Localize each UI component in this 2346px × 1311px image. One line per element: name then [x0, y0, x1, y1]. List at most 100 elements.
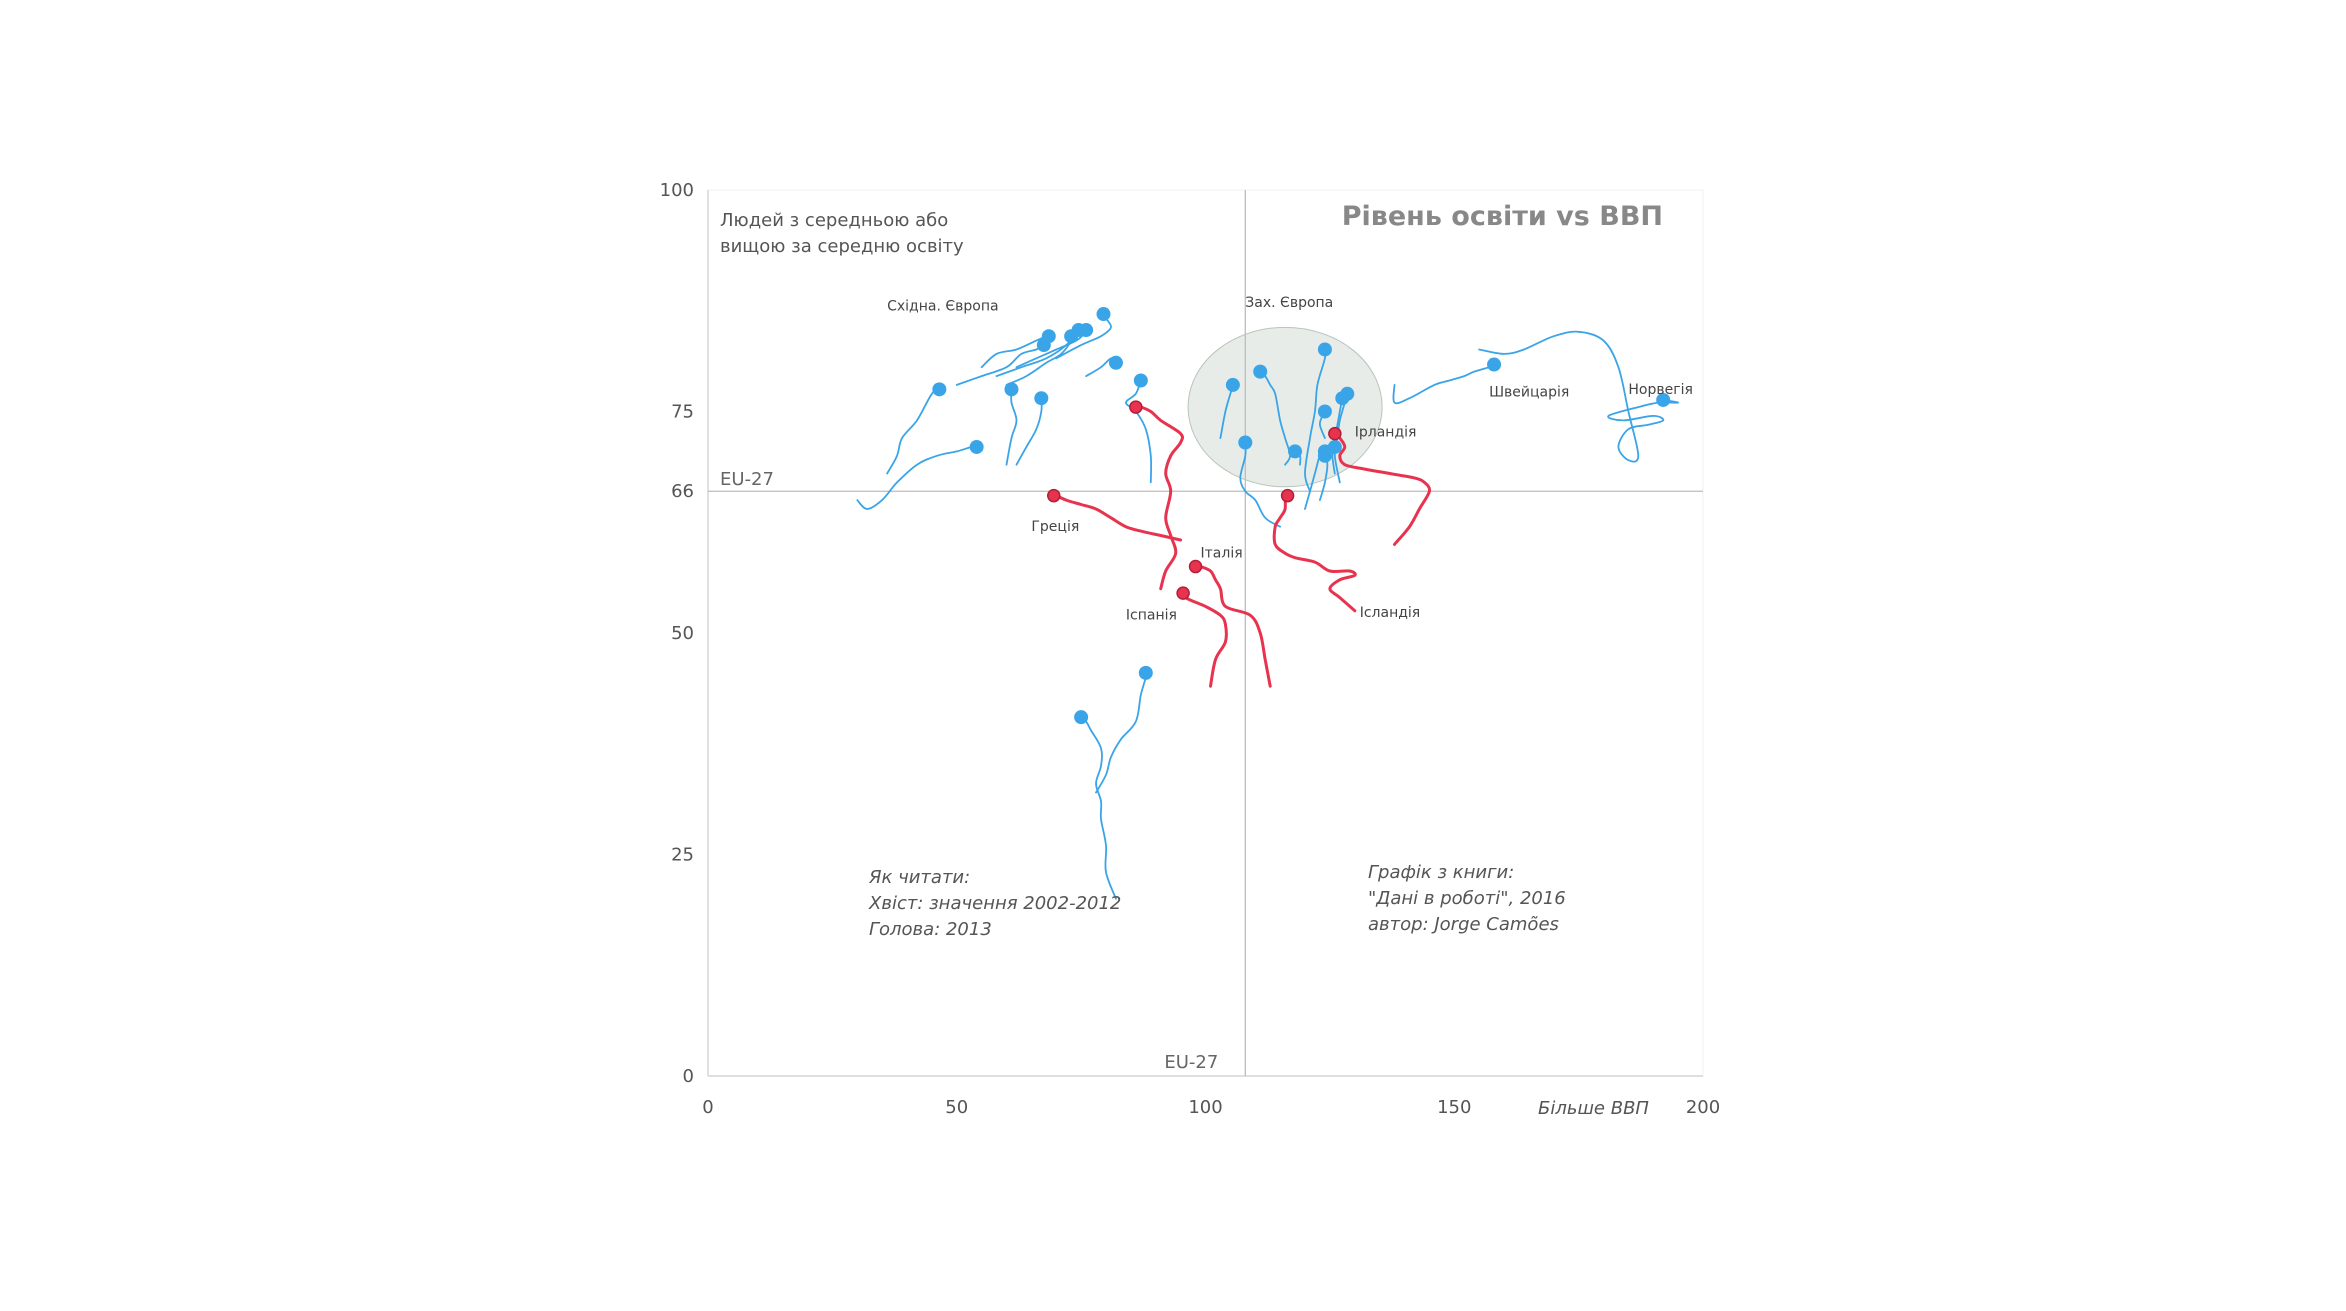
series-label-греція: Греція [1031, 519, 1079, 535]
series-ісландія [1272, 488, 1357, 613]
series-head-country-30 [1133, 373, 1148, 388]
y-tick-label: 0 [683, 1066, 694, 1087]
series-head-country-32 [1138, 665, 1153, 680]
plot-frame [707, 189, 1704, 1077]
series-tail-ірландія [1333, 432, 1432, 546]
y-tick-label: 75 [671, 402, 694, 423]
series-country-10 [1219, 377, 1240, 439]
western-europe-cluster [1187, 326, 1383, 488]
series-country-13 [1317, 404, 1332, 439]
series-head-country-22 [1034, 391, 1049, 406]
x-tick-label: 0 [702, 1097, 713, 1118]
series-tail-country-32 [1095, 672, 1148, 794]
region-label-зах-європа: Зах. Європа [1245, 295, 1333, 311]
series-греція [1047, 488, 1183, 542]
series-tail-country-31 [1080, 716, 1117, 900]
series-country-19 [856, 439, 984, 510]
series-country-22 [1015, 391, 1049, 466]
series-head-country-29 [1108, 355, 1123, 370]
series-label-швейцарія: Швейцарія [1489, 384, 1569, 400]
series-head-country-20 [932, 382, 947, 397]
series-tail-ісландія [1272, 493, 1357, 613]
series-head-country-31 [1074, 710, 1089, 725]
series-country-17 [1329, 391, 1350, 457]
cluster-ellipse [1187, 326, 1383, 488]
series-head-country-18 [1317, 448, 1332, 463]
reference-lines: EU-27 EU-27 [708, 190, 1703, 1076]
y-tick-label: 25 [671, 845, 694, 866]
chart-title: Рівень освіти vs ВВП [1342, 201, 1663, 232]
series-tail-country-3 [1194, 564, 1272, 688]
reading-note-line-2: Хвіст: значення 2002-2012 [868, 893, 1121, 914]
series-head-country-12 [1288, 444, 1303, 459]
series-head-ісландія [1280, 488, 1295, 503]
series-tail-country-22 [1015, 397, 1043, 466]
series-норвегія [1478, 330, 1680, 463]
series-label-іспанія: Іспанія [1126, 608, 1177, 624]
series-head-греція [1047, 488, 1061, 503]
series-label-ірландія: Ірландія [1355, 424, 1417, 440]
series-labels: Швейцарія Норвегія Греція Італія Іспанія Ірла… [887, 295, 1693, 624]
x-tick-label: 100 [1188, 1097, 1222, 1118]
x-axis-title: Більше ВВП [1538, 1098, 1649, 1119]
reading-note-line-3: Голова: 2013 [869, 919, 992, 940]
x-tick-label: 200 [1686, 1097, 1720, 1118]
x-tick-label: 50 [945, 1097, 968, 1118]
source-note-line-2: "Дані в роботі", 2016 [1368, 888, 1566, 909]
series-head-country-9 [1238, 435, 1253, 450]
series-head-іспанія [1176, 586, 1190, 600]
y-axis-title-line-2: вищою за середню освіту [720, 236, 964, 257]
series-label-італія: Італія [1201, 546, 1243, 562]
series-head-швейцарія [1487, 357, 1502, 372]
series-country-21 [1004, 382, 1019, 466]
series-label-норвегія: Норвегія [1628, 382, 1693, 398]
y-tick-label: 66 [671, 481, 694, 502]
series-head-ірландія [1328, 426, 1342, 441]
series-head-італія [1129, 400, 1143, 414]
series-country-32 [1095, 665, 1153, 794]
series-country-31 [1074, 710, 1117, 900]
eu27-horizontal-label: EU-27 [720, 469, 774, 490]
region-label-східна-європа: Східна. Європа [887, 298, 998, 314]
series-head-country-21 [1004, 382, 1019, 397]
series-country-29 [1085, 355, 1123, 377]
source-note-line-3: автор: Jorge Camões [1368, 914, 1559, 935]
series-label-ісландія: Ісландія [1360, 605, 1421, 621]
series-head-country-8 [1253, 364, 1268, 379]
series-tail-country-19 [856, 445, 978, 510]
series-head-country-19 [969, 439, 984, 454]
series-tail-country-21 [1005, 388, 1018, 466]
series-head-country-17 [1335, 391, 1350, 406]
series-country-27 [1015, 322, 1094, 369]
series-country-9 [1238, 435, 1281, 528]
series-country-24 [980, 329, 1056, 369]
series-tail-італія [1134, 405, 1184, 591]
axis-ticks: 0 50 100 150 200 0 25 50 66 75 100 [660, 180, 1721, 1118]
series-швейцарія [1392, 357, 1502, 405]
series-layer [856, 307, 1680, 900]
series-tail-country-20 [886, 383, 943, 475]
y-axis-title-line-1: Людей з середньою або [720, 210, 948, 231]
reading-note-line-1: Як читати: [868, 867, 970, 888]
series-head-country-11 [1317, 342, 1332, 357]
series-tail-іспанія [1179, 587, 1228, 688]
series-head-country-10 [1225, 377, 1240, 392]
series-head-country-13 [1317, 404, 1332, 419]
series-head-country-24 [1041, 329, 1056, 344]
series-country-20 [886, 382, 947, 475]
y-tick-label: 50 [671, 623, 694, 644]
series-tail-норвегія [1478, 330, 1680, 463]
series-іспанія [1176, 586, 1228, 688]
series-tail-country-23 [955, 344, 1045, 386]
series-country-12 [1288, 444, 1303, 466]
y-tick-label: 100 [660, 180, 694, 201]
series-ірландія [1328, 426, 1432, 546]
series-country-3 [1188, 559, 1272, 688]
series-tail-country-11 [1304, 348, 1327, 493]
series-італія [1129, 400, 1184, 591]
series-head-country-28 [1096, 307, 1111, 322]
series-head-country-3 [1188, 559, 1203, 574]
eu27-vertical-label: EU-27 [1164, 1052, 1218, 1073]
series-country-18 [1304, 448, 1332, 510]
